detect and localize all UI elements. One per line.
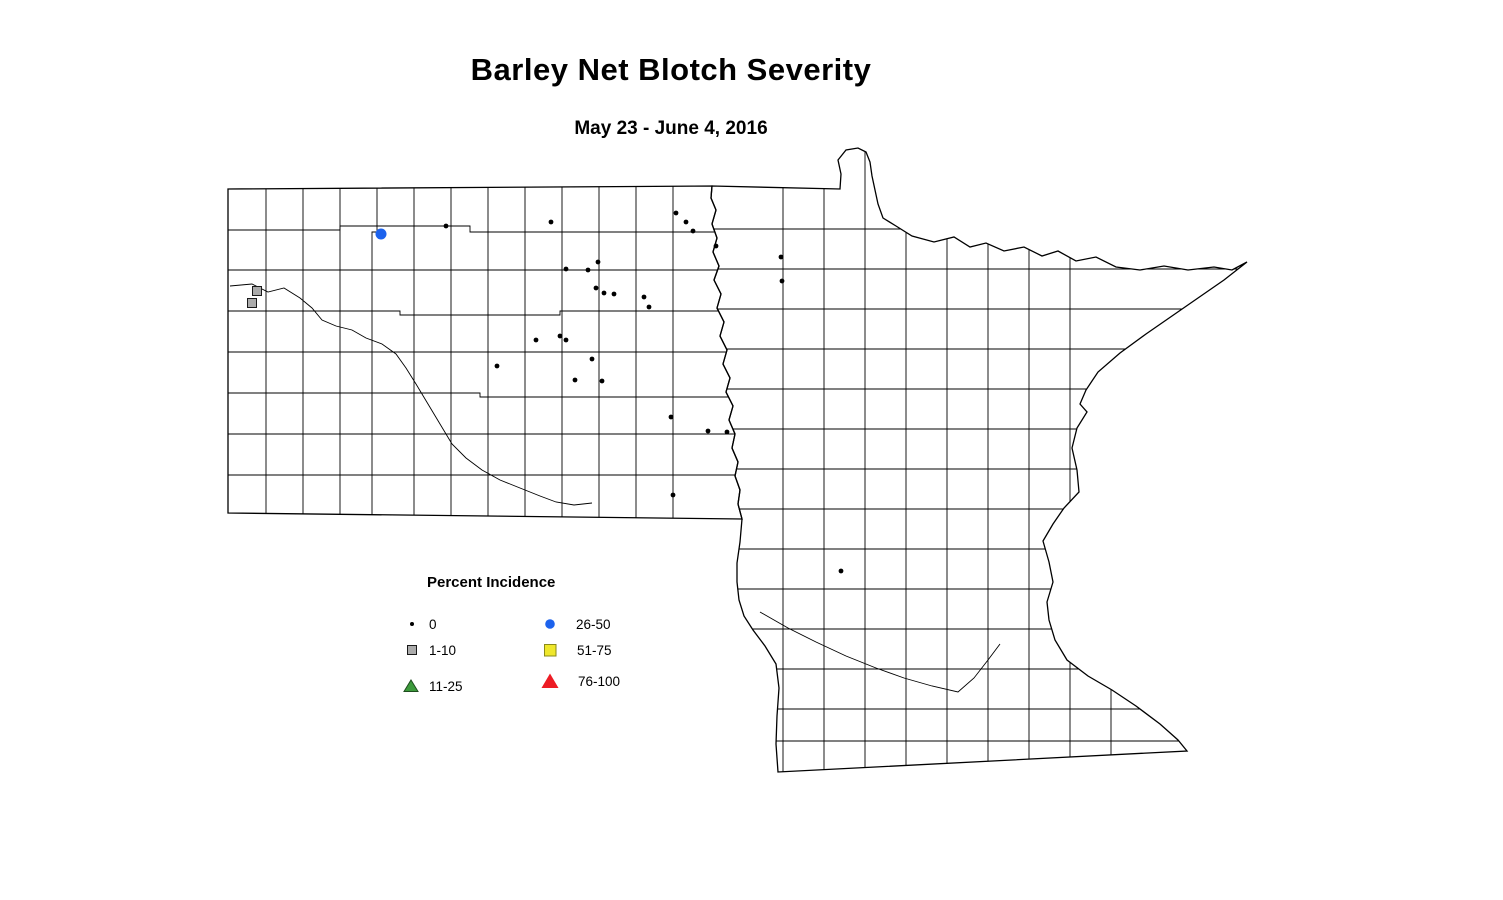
legend-item-26-50: 26-50 [539,614,611,634]
map-marker-0 [646,304,652,310]
map-marker-0 [599,378,605,384]
blue-circle-icon [539,614,561,634]
gray-square-icon [401,640,423,660]
map-marker-0 [443,223,449,229]
map-marker-0 [533,337,539,343]
map-marker-1-10 [252,286,262,296]
map-marker-0 [585,267,591,273]
map-marker-0 [572,377,578,383]
map-marker-0 [778,254,784,260]
map-marker-0 [494,363,500,369]
map-marker-0 [724,429,730,435]
map-marker-0 [548,219,554,225]
minnesota-county-lines [711,148,1247,772]
map-marker-0 [690,228,696,234]
legend-label: 11-25 [429,678,463,694]
map-marker-0 [838,568,844,574]
map-marker-0 [705,428,711,434]
map-marker-0 [673,210,679,216]
green-triangle-icon [400,676,422,696]
legend-label: 76-100 [578,673,621,689]
map-marker-0 [601,290,607,296]
map-marker-0 [683,219,689,225]
legend-item-1-10: 1-10 [401,640,456,660]
map-marker-0 [563,266,569,272]
map-marker-0 [668,414,674,420]
map-marker-1-10 [247,298,257,308]
map-marker-26-50 [375,228,387,240]
page-title: Barley Net Blotch Severity [470,52,872,87]
legend-title: Percent Incidence [427,574,556,591]
legend-item-76-100: 76-100 [539,671,620,691]
map-marker-0 [557,333,563,339]
yellow-square-icon [539,640,561,660]
legend-label: 51-75 [577,642,612,658]
minnesota-outline [710,147,1248,773]
north-dakota-outline [227,185,743,520]
black-dot-icon [401,614,423,634]
map-marker-0 [641,294,647,300]
legend-item-0: 0 [401,614,437,634]
map-marker-0 [589,356,595,362]
legend-label: 26-50 [576,616,611,632]
legend-label: 1-10 [429,642,457,658]
map-marker-0 [595,259,601,265]
legend-item-51-75: 51-75 [539,640,612,660]
minnesota-river [759,611,1001,693]
map-marker-0 [611,291,617,297]
north-dakota-county-lines [228,186,742,519]
legend-label: 0 [429,616,437,632]
page-subtitle: May 23 - June 4, 2016 [574,118,768,139]
map-marker-0 [563,337,569,343]
missouri-river [229,283,593,506]
map-marker-0 [593,285,599,291]
map-marker-0 [670,492,676,498]
map-marker-0 [713,243,719,249]
marker-layer [247,210,844,574]
red-triangle-icon [539,671,561,691]
legend-item-11-25: 11-25 [400,676,463,696]
map-marker-0 [779,278,785,284]
